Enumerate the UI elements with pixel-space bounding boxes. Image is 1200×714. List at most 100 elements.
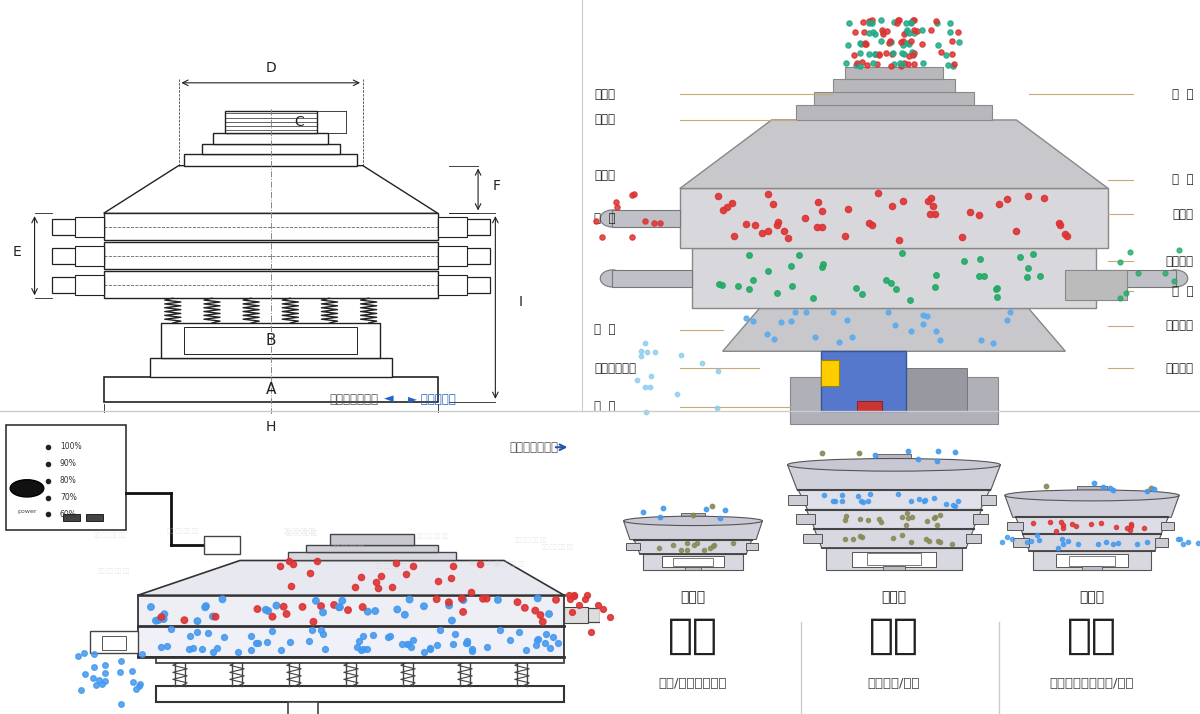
Point	[1170, 533, 1189, 545]
Point	[868, 58, 887, 69]
Text: 规格 型号 转速 重量: 规格 型号 转速 重量	[493, 562, 524, 568]
Bar	[746, 543, 757, 550]
Point	[854, 26, 874, 38]
Point	[1024, 518, 1043, 529]
Point	[452, 593, 472, 605]
Polygon shape	[1015, 518, 1169, 534]
Point	[306, 595, 325, 607]
Point	[838, 39, 857, 51]
Point	[890, 57, 910, 69]
Point	[826, 495, 845, 506]
Point	[1093, 482, 1112, 493]
Text: ► 结构示意图: ► 结构示意图	[408, 393, 456, 406]
Point	[241, 645, 260, 656]
Point	[926, 15, 946, 26]
Bar	[1007, 521, 1024, 530]
Point	[878, 306, 898, 318]
Bar	[438, 275, 467, 295]
Point	[330, 601, 349, 613]
Point	[96, 675, 115, 687]
Point	[401, 641, 420, 653]
Point	[304, 616, 323, 628]
Bar	[438, 276, 490, 293]
Point	[871, 35, 890, 46]
Polygon shape	[1022, 534, 1162, 551]
Point	[853, 16, 872, 27]
Bar	[150, 358, 391, 377]
Point	[856, 38, 875, 49]
Point	[894, 195, 913, 206]
Point	[263, 625, 282, 637]
Point	[842, 331, 862, 343]
Point	[823, 306, 842, 318]
Point	[420, 643, 439, 654]
Point	[972, 334, 991, 346]
Point	[650, 217, 670, 228]
Point	[948, 26, 967, 38]
Point	[151, 611, 170, 623]
Point	[774, 225, 793, 236]
Point	[812, 221, 832, 233]
Point	[491, 625, 510, 636]
Point	[1067, 521, 1086, 532]
Point	[606, 196, 625, 208]
Point	[740, 283, 760, 294]
Point	[1052, 533, 1072, 544]
Point	[457, 638, 476, 649]
Point	[758, 226, 778, 237]
Point	[635, 337, 654, 348]
Text: 筛  网: 筛 网	[1172, 88, 1194, 101]
Bar	[214, 134, 329, 144]
Point	[1054, 519, 1073, 531]
Bar	[1069, 491, 1115, 496]
Point	[925, 512, 944, 523]
Point	[1085, 477, 1104, 488]
Point	[358, 644, 377, 655]
Text: 筛  盘: 筛 盘	[1172, 285, 1194, 298]
Point	[1121, 246, 1140, 258]
Text: 三层式: 三层式	[882, 590, 906, 604]
Point	[941, 26, 960, 38]
Point	[1165, 276, 1184, 287]
Point	[197, 600, 216, 612]
Point	[900, 294, 919, 306]
Bar	[980, 495, 996, 505]
Point	[710, 512, 730, 523]
Point	[671, 349, 690, 361]
Bar	[868, 553, 920, 565]
Point	[300, 635, 319, 647]
Point	[563, 605, 582, 617]
Point	[895, 48, 914, 59]
Point	[896, 17, 916, 29]
Point	[859, 17, 878, 29]
Point	[473, 593, 492, 605]
Text: 80%: 80%	[60, 476, 77, 486]
Point	[635, 216, 654, 227]
Point	[281, 636, 300, 648]
Point	[540, 608, 559, 620]
Point	[478, 641, 497, 653]
Bar	[1013, 538, 1030, 547]
Point	[442, 573, 461, 584]
Point	[388, 604, 407, 615]
Point	[576, 593, 595, 605]
Bar	[138, 626, 564, 657]
Point	[904, 49, 923, 60]
Point	[641, 371, 660, 382]
Point	[1007, 225, 1026, 236]
Ellipse shape	[1004, 490, 1180, 501]
Bar	[103, 377, 438, 402]
Text: 去除异物/结块: 去除异物/结块	[868, 677, 920, 690]
Point	[839, 203, 858, 214]
Point	[650, 511, 670, 523]
Point	[1110, 292, 1129, 303]
Text: 防尘盖: 防尘盖	[594, 114, 616, 126]
Point	[997, 193, 1016, 205]
Point	[876, 274, 895, 286]
Point	[559, 589, 578, 600]
Point	[708, 403, 727, 414]
Point	[790, 248, 809, 260]
Point	[709, 366, 728, 377]
Point	[899, 50, 918, 61]
Point	[692, 358, 712, 369]
